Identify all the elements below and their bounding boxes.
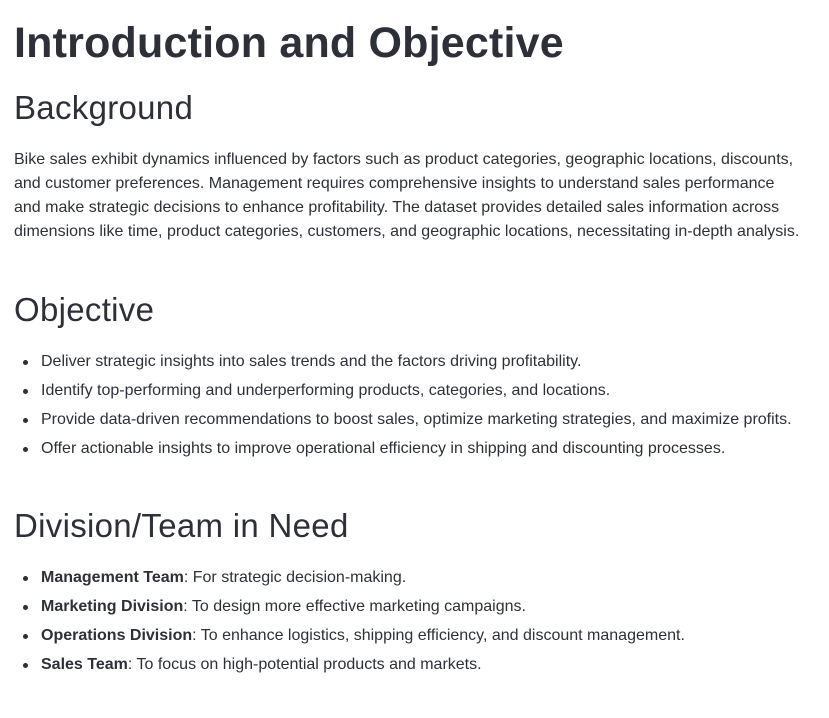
bullet-icon <box>23 576 28 581</box>
background-paragraph: Bike sales exhibit dynamics influenced b… <box>14 151 800 240</box>
division-item: Sales Team: To focus on high-potential p… <box>14 653 804 677</box>
objective-item-text: Identify top-performing and underperform… <box>41 382 611 399</box>
division-item: Operations Division: To enhance logistic… <box>14 624 804 648</box>
objective-list: Deliver strategic insights into sales tr… <box>14 350 804 466</box>
division-item-desc: : To focus on high-potential products an… <box>127 656 482 673</box>
division-item-name: Marketing Division <box>41 598 184 615</box>
objective-item-text: Offer actionable insights to improve ope… <box>41 440 726 457</box>
division-item: Management Team: For strategic decision-… <box>14 566 804 590</box>
bullet-icon <box>23 418 28 423</box>
bullet-icon <box>23 360 28 365</box>
division-item-desc: : To design more effective marketing cam… <box>183 598 526 615</box>
objective-heading: Objective <box>14 291 155 328</box>
objective-item: Identify top-performing and underperform… <box>14 379 804 403</box>
background-heading: Background <box>14 89 194 126</box>
division-item-name: Sales Team <box>41 656 128 673</box>
objective-item: Offer actionable insights to improve ope… <box>14 437 804 461</box>
division-item-desc: : To enhance logistics, shipping efficie… <box>192 627 685 644</box>
bullet-icon <box>23 605 28 610</box>
division-item-name: Operations Division <box>41 627 193 644</box>
objective-item-text: Deliver strategic insights into sales tr… <box>41 353 582 370</box>
objective-item: Deliver strategic insights into sales tr… <box>14 350 804 374</box>
bullet-icon <box>23 634 28 639</box>
division-item-desc: : For strategic decision-making. <box>183 569 407 586</box>
division-heading: Division/Team in Need <box>14 507 349 544</box>
objective-item-text: Provide data-driven recommendations to b… <box>41 411 792 428</box>
bullet-icon <box>23 663 28 668</box>
division-list: Management Team: For strategic decision-… <box>14 566 804 682</box>
bullet-icon <box>23 389 28 394</box>
bullet-icon <box>23 447 28 452</box>
division-item: Marketing Division: To design more effec… <box>14 595 804 619</box>
division-item-name: Management Team <box>41 569 184 586</box>
objective-item: Provide data-driven recommendations to b… <box>14 408 804 432</box>
page-title: Introduction and Objective <box>14 19 564 67</box>
